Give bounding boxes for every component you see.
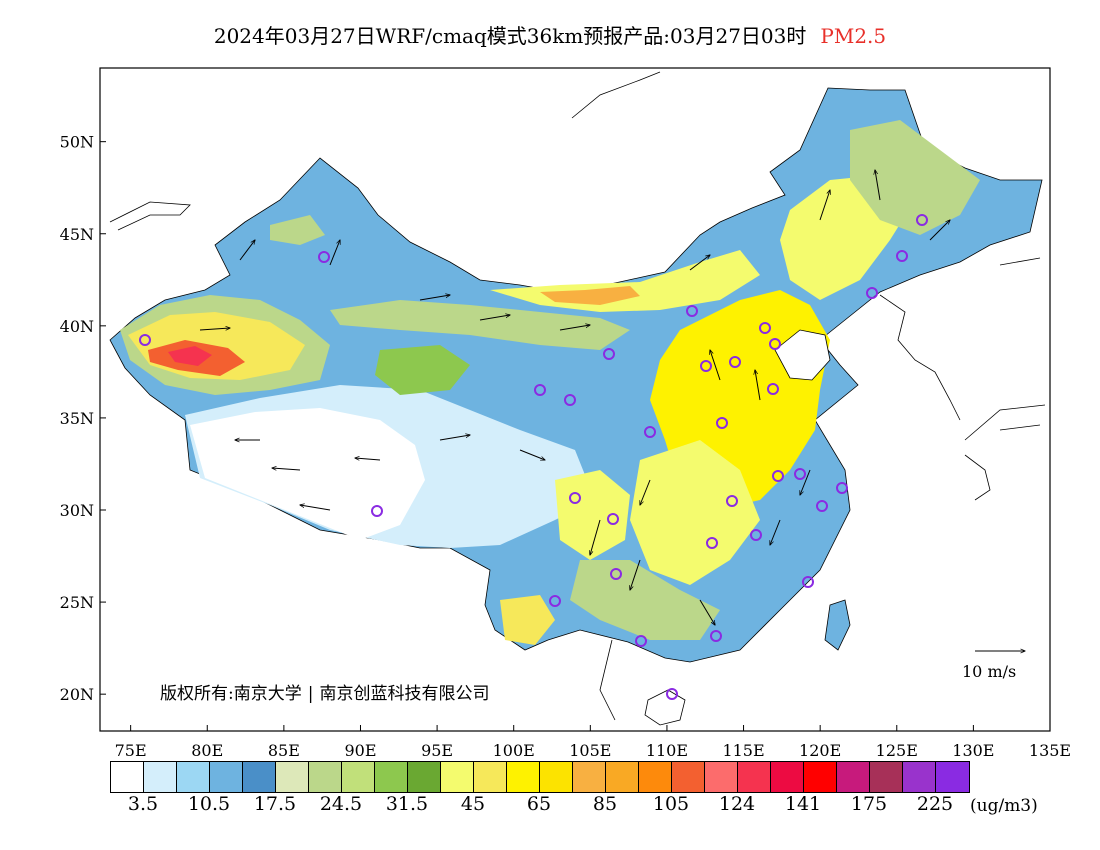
legend-label: 105	[652, 793, 690, 815]
legend-label: 45	[460, 793, 486, 815]
legend-label: 225	[916, 793, 954, 815]
credit-university: 版权所有:南京大学	[160, 684, 302, 704]
legend-swatch	[210, 762, 243, 792]
lat-tick-label: 25N	[60, 593, 94, 612]
korea-outline	[879, 294, 961, 421]
legend-label: 3.5	[127, 793, 159, 815]
legend-unit: (ug/m3)	[970, 796, 1038, 816]
axis-ticks	[100, 141, 1051, 731]
junggar-green	[270, 215, 325, 245]
wind-vector-reference: 10 m/s	[962, 662, 1017, 681]
copyright-notice: 版权所有:南京大学 | 南京创蓝科技有限公司	[160, 679, 489, 704]
legend-swatch	[639, 762, 672, 792]
map-title: 2024年03月27日WRF/cmaq模式36km预报产品:03月27日03时 P…	[0, 20, 1100, 49]
legend-label: 31.5	[385, 793, 429, 815]
legend-swatch	[342, 762, 375, 792]
lon-tick-label: 110E	[646, 741, 688, 760]
latitude-labels: 20N 25N 30N 35N 40N 45N 50N	[60, 133, 94, 705]
lon-tick-label: 90E	[344, 741, 376, 760]
legend-swatch	[243, 762, 276, 792]
lat-tick-label: 35N	[60, 409, 94, 428]
lon-tick-label: 80E	[191, 741, 223, 760]
qinghai-green	[375, 345, 470, 395]
legend-swatch	[903, 762, 936, 792]
monitoring-stations	[139, 214, 928, 700]
credit-company: 南京创蓝科技有限公司	[319, 684, 490, 704]
lat-tick-label: 50N	[60, 133, 94, 152]
legend-swatch	[936, 762, 969, 792]
northeast-green	[850, 120, 980, 235]
legend-label: 10.5	[187, 793, 231, 815]
legend-label: 141	[784, 793, 822, 815]
legend-swatch	[837, 762, 870, 792]
central-yellow	[630, 440, 760, 585]
north-china-hotspot	[540, 286, 640, 305]
legend-swatch	[309, 762, 342, 792]
lat-tick-label: 45N	[60, 225, 94, 244]
legend-swatch	[375, 762, 408, 792]
longitude-labels: 75E 80E 85E 90E 95E 100E 105E 110E 115E 120E 125E 1…	[115, 741, 1071, 760]
japan-outline	[964, 404, 1046, 501]
bohai-sea	[774, 329, 831, 381]
lon-tick-label: 115E	[722, 741, 764, 760]
taiwan	[824, 599, 851, 651]
russia-coast	[109, 71, 1041, 721]
legend-swatch	[738, 762, 771, 792]
legend-swatch	[507, 762, 540, 792]
legend-label: 124	[718, 793, 756, 815]
map-frame	[99, 67, 1051, 732]
legend-label: 65	[526, 793, 552, 815]
lon-tick-label: 135E	[1029, 741, 1071, 760]
legend-label: 175	[850, 793, 888, 815]
lon-tick-label: 75E	[115, 741, 147, 760]
legend-swatch	[408, 762, 441, 792]
white-region	[190, 408, 425, 540]
lon-tick-label: 100E	[493, 741, 535, 760]
legend-swatch	[573, 762, 606, 792]
legend-swatch	[441, 762, 474, 792]
legend-swatch	[111, 762, 144, 792]
lat-tick-label: 30N	[60, 501, 94, 520]
legend-swatch	[606, 762, 639, 792]
legend-swatch	[276, 762, 309, 792]
lat-tick-label: 40N	[60, 317, 94, 336]
south-green	[570, 560, 720, 640]
credit-separator: |	[307, 684, 314, 704]
yunnan-yellow	[500, 595, 555, 645]
legend-swatch	[672, 762, 705, 792]
legend-label: 17.5	[253, 793, 297, 815]
legend-swatch	[705, 762, 738, 792]
legend-swatch	[870, 762, 903, 792]
lon-tick-label: 105E	[569, 741, 611, 760]
legend-swatch	[540, 762, 573, 792]
hainan	[644, 689, 686, 726]
lat-tick-label: 20N	[60, 685, 94, 704]
lon-tick-label: 125E	[876, 741, 918, 760]
lon-tick-label: 95E	[421, 741, 453, 760]
legend-swatch	[474, 762, 507, 792]
pollutant-label: PM2.5	[820, 24, 887, 48]
legend-label: 24.5	[319, 793, 363, 815]
legend-swatch	[144, 762, 177, 792]
hexi-belt	[330, 300, 630, 350]
wind-vectors	[199, 170, 1025, 651]
legend-labels: 3.5 10.5 17.5 24.5 31.5 45 65 85 105 124 141 175 225	[0, 793, 1100, 823]
legend-swatch	[804, 762, 837, 792]
tarim-peak	[168, 346, 212, 366]
lon-tick-label: 120E	[799, 741, 841, 760]
title-text: 2024年03月27日WRF/cmaq模式36km预报产品:03月27日03时	[213, 24, 807, 48]
lon-tick-label: 130E	[952, 741, 994, 760]
legend-swatch	[177, 762, 210, 792]
legend-swatch	[771, 762, 804, 792]
color-legend	[110, 761, 970, 793]
lon-tick-label: 85E	[268, 741, 300, 760]
legend-label: 85	[592, 793, 618, 815]
